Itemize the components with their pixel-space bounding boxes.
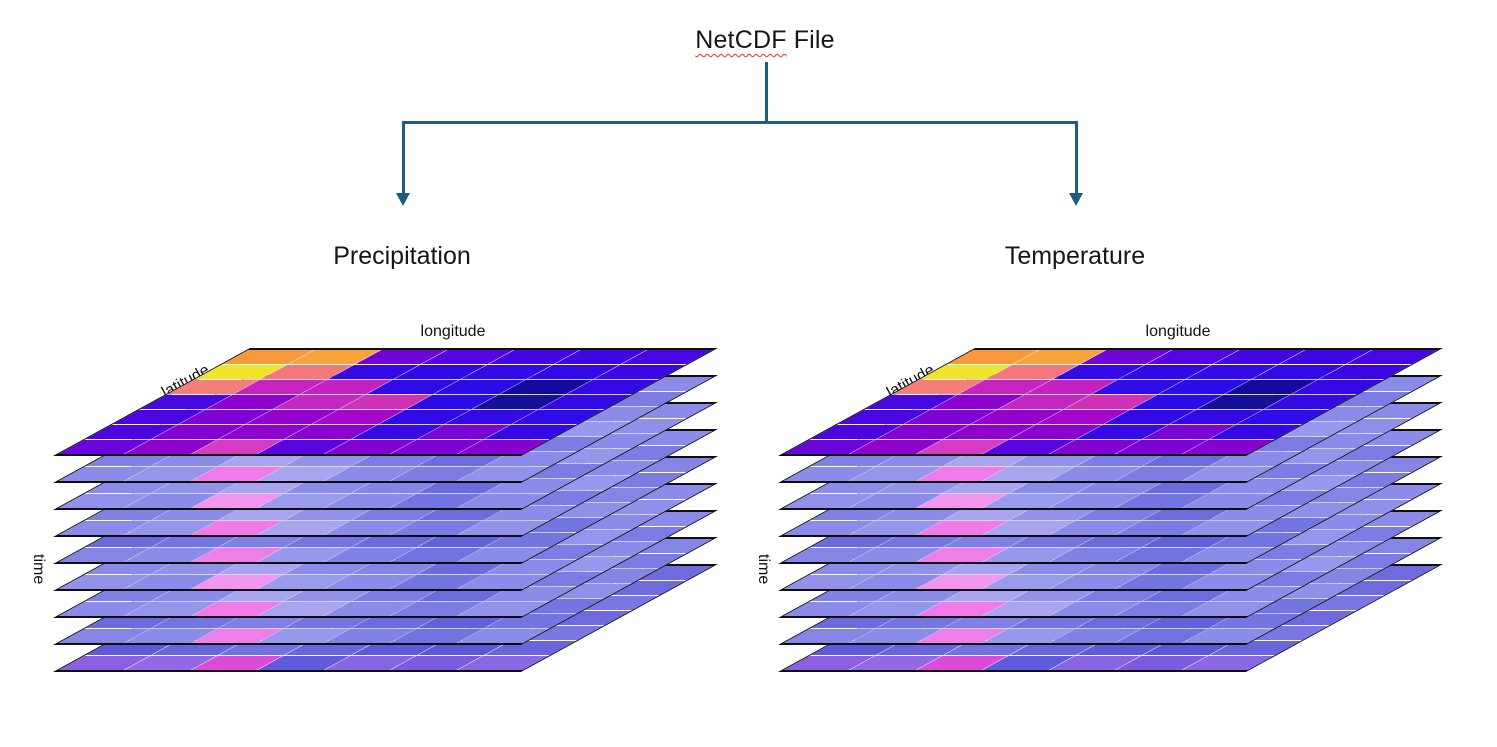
temperature-label: Temperature [1004,242,1146,270]
precipitation-layer-stack [52,348,743,678]
longitude-axis-label: longitude [420,323,486,340]
right-arrow-icon [1069,193,1083,206]
title-word-file: File [793,26,835,54]
temperature-layer-stack [777,348,1468,678]
longitude-axis-label: longitude [1145,323,1211,340]
diagram-title: NetCDF File [615,26,915,55]
left-arrow-icon [396,193,410,206]
temperature-stack: longitude latitude time [755,305,1468,690]
connector-left-branch-line [402,122,405,195]
title-word-netcdf: NetCDF [695,26,787,54]
connector-stem-line [765,62,768,123]
connector-right-branch-line [1075,122,1078,195]
precipitation-stack: longitude latitude time [30,305,743,690]
precipitation-label: Precipitation [333,242,471,270]
time-axis-label: time [30,553,47,585]
time-axis-label: time [755,553,772,585]
connector-horizontal-line [402,121,1078,124]
